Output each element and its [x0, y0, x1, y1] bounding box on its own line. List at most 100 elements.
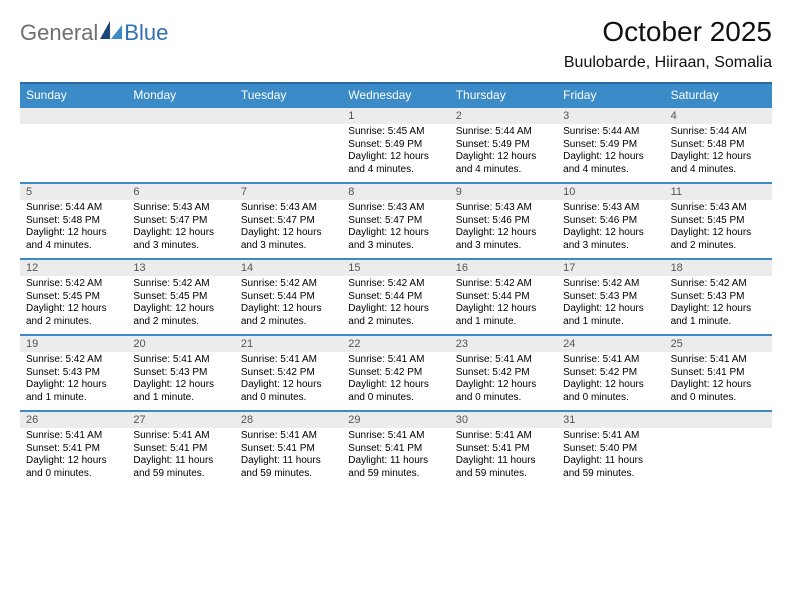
- day-cell: Sunrise: 5:42 AMSunset: 5:44 PMDaylight:…: [342, 276, 449, 334]
- sunrise-label: Sunrise: 5:44 AM: [563, 126, 658, 139]
- day-number: 8: [342, 184, 449, 200]
- sunrise-label: Sunrise: 5:42 AM: [241, 278, 336, 291]
- sunset-label: Sunset: 5:41 PM: [133, 443, 228, 456]
- day-number: 27: [127, 412, 234, 428]
- sunrise-label: Sunrise: 5:41 AM: [133, 430, 228, 443]
- daylight-label: Daylight: 12 hours and 1 minute.: [26, 379, 121, 404]
- sunrise-label: Sunrise: 5:42 AM: [348, 278, 443, 291]
- day-cell: Sunrise: 5:42 AMSunset: 5:43 PMDaylight:…: [557, 276, 664, 334]
- daylight-label: Daylight: 12 hours and 1 minute.: [456, 303, 551, 328]
- sunrise-label: Sunrise: 5:41 AM: [563, 354, 658, 367]
- day-cell: [235, 124, 342, 182]
- sunset-label: Sunset: 5:44 PM: [348, 291, 443, 304]
- daylight-label: Daylight: 12 hours and 4 minutes.: [26, 227, 121, 252]
- daylight-label: Daylight: 12 hours and 3 minutes.: [348, 227, 443, 252]
- day-number: 24: [557, 336, 664, 352]
- daylight-label: Daylight: 12 hours and 2 minutes.: [671, 227, 766, 252]
- day-cell: Sunrise: 5:41 AMSunset: 5:41 PMDaylight:…: [665, 352, 772, 410]
- dow-header-row: Sunday Monday Tuesday Wednesday Thursday…: [20, 82, 772, 106]
- day-number: 1: [342, 108, 449, 124]
- day-cell: Sunrise: 5:41 AMSunset: 5:41 PMDaylight:…: [342, 428, 449, 486]
- day-number: 25: [665, 336, 772, 352]
- sunset-label: Sunset: 5:41 PM: [348, 443, 443, 456]
- day-cell: Sunrise: 5:43 AMSunset: 5:47 PMDaylight:…: [342, 200, 449, 258]
- daylight-label: Daylight: 12 hours and 0 minutes.: [563, 379, 658, 404]
- day-number: [235, 108, 342, 124]
- week-row: 567891011Sunrise: 5:44 AMSunset: 5:48 PM…: [20, 182, 772, 258]
- day-cell: Sunrise: 5:42 AMSunset: 5:44 PMDaylight:…: [450, 276, 557, 334]
- day-cell: Sunrise: 5:41 AMSunset: 5:41 PMDaylight:…: [20, 428, 127, 486]
- sunset-label: Sunset: 5:48 PM: [26, 215, 121, 228]
- day-number: 29: [342, 412, 449, 428]
- week-row: 12131415161718Sunrise: 5:42 AMSunset: 5:…: [20, 258, 772, 334]
- daylight-label: Daylight: 12 hours and 2 minutes.: [133, 303, 228, 328]
- sunset-label: Sunset: 5:49 PM: [456, 139, 551, 152]
- daylight-label: Daylight: 12 hours and 4 minutes.: [671, 151, 766, 176]
- daylight-label: Daylight: 12 hours and 3 minutes.: [133, 227, 228, 252]
- sunset-label: Sunset: 5:48 PM: [671, 139, 766, 152]
- calendar-grid: Sunday Monday Tuesday Wednesday Thursday…: [20, 82, 772, 486]
- dow-monday: Monday: [127, 84, 234, 106]
- daylight-label: Daylight: 12 hours and 1 minute.: [133, 379, 228, 404]
- day-number: 13: [127, 260, 234, 276]
- brand-sail-icon: [100, 21, 122, 46]
- day-cell: Sunrise: 5:42 AMSunset: 5:45 PMDaylight:…: [127, 276, 234, 334]
- day-cell: Sunrise: 5:42 AMSunset: 5:43 PMDaylight:…: [20, 352, 127, 410]
- daylight-label: Daylight: 12 hours and 2 minutes.: [26, 303, 121, 328]
- dow-friday: Friday: [557, 84, 664, 106]
- day-cell: Sunrise: 5:43 AMSunset: 5:46 PMDaylight:…: [557, 200, 664, 258]
- daylight-label: Daylight: 12 hours and 3 minutes.: [456, 227, 551, 252]
- sunrise-label: Sunrise: 5:41 AM: [563, 430, 658, 443]
- sunrise-label: Sunrise: 5:43 AM: [563, 202, 658, 215]
- day-number: 3: [557, 108, 664, 124]
- day-number: 2: [450, 108, 557, 124]
- daylight-label: Daylight: 12 hours and 0 minutes.: [456, 379, 551, 404]
- day-cell: Sunrise: 5:41 AMSunset: 5:42 PMDaylight:…: [235, 352, 342, 410]
- calendar-page: General Blue October 2025 Buulobarde, Hi…: [0, 0, 792, 486]
- sunset-label: Sunset: 5:43 PM: [671, 291, 766, 304]
- day-number: 17: [557, 260, 664, 276]
- day-number: 18: [665, 260, 772, 276]
- daylight-label: Daylight: 12 hours and 2 minutes.: [241, 303, 336, 328]
- day-number: [665, 412, 772, 428]
- daylight-label: Daylight: 12 hours and 1 minute.: [671, 303, 766, 328]
- day-cell: Sunrise: 5:41 AMSunset: 5:43 PMDaylight:…: [127, 352, 234, 410]
- page-title: October 2025: [564, 16, 772, 48]
- day-number: 4: [665, 108, 772, 124]
- sunset-label: Sunset: 5:45 PM: [26, 291, 121, 304]
- sunrise-label: Sunrise: 5:45 AM: [348, 126, 443, 139]
- day-number: 21: [235, 336, 342, 352]
- day-number: 23: [450, 336, 557, 352]
- daylight-label: Daylight: 11 hours and 59 minutes.: [456, 455, 551, 480]
- daylight-label: Daylight: 12 hours and 1 minute.: [563, 303, 658, 328]
- sunrise-label: Sunrise: 5:43 AM: [348, 202, 443, 215]
- sunset-label: Sunset: 5:41 PM: [456, 443, 551, 456]
- sunset-label: Sunset: 5:45 PM: [133, 291, 228, 304]
- sunrise-label: Sunrise: 5:44 AM: [671, 126, 766, 139]
- day-cell: Sunrise: 5:44 AMSunset: 5:49 PMDaylight:…: [450, 124, 557, 182]
- day-cell: Sunrise: 5:45 AMSunset: 5:49 PMDaylight:…: [342, 124, 449, 182]
- brand-logo: General Blue: [20, 14, 168, 46]
- daylight-label: Daylight: 12 hours and 3 minutes.: [241, 227, 336, 252]
- sunset-label: Sunset: 5:42 PM: [241, 367, 336, 380]
- sunset-label: Sunset: 5:49 PM: [563, 139, 658, 152]
- sunset-label: Sunset: 5:47 PM: [241, 215, 336, 228]
- sunset-label: Sunset: 5:46 PM: [563, 215, 658, 228]
- sunset-label: Sunset: 5:42 PM: [348, 367, 443, 380]
- week-row: 262728293031Sunrise: 5:41 AMSunset: 5:41…: [20, 410, 772, 486]
- daylight-label: Daylight: 12 hours and 3 minutes.: [563, 227, 658, 252]
- sunset-label: Sunset: 5:42 PM: [563, 367, 658, 380]
- day-cell: Sunrise: 5:41 AMSunset: 5:40 PMDaylight:…: [557, 428, 664, 486]
- day-number: 28: [235, 412, 342, 428]
- day-cell: Sunrise: 5:43 AMSunset: 5:47 PMDaylight:…: [127, 200, 234, 258]
- day-number: 22: [342, 336, 449, 352]
- sunset-label: Sunset: 5:42 PM: [456, 367, 551, 380]
- day-number: 16: [450, 260, 557, 276]
- sunrise-label: Sunrise: 5:41 AM: [26, 430, 121, 443]
- day-cell: Sunrise: 5:41 AMSunset: 5:41 PMDaylight:…: [450, 428, 557, 486]
- day-number: [20, 108, 127, 124]
- day-number: 26: [20, 412, 127, 428]
- sunrise-label: Sunrise: 5:41 AM: [456, 430, 551, 443]
- sunrise-label: Sunrise: 5:43 AM: [456, 202, 551, 215]
- day-number: 10: [557, 184, 664, 200]
